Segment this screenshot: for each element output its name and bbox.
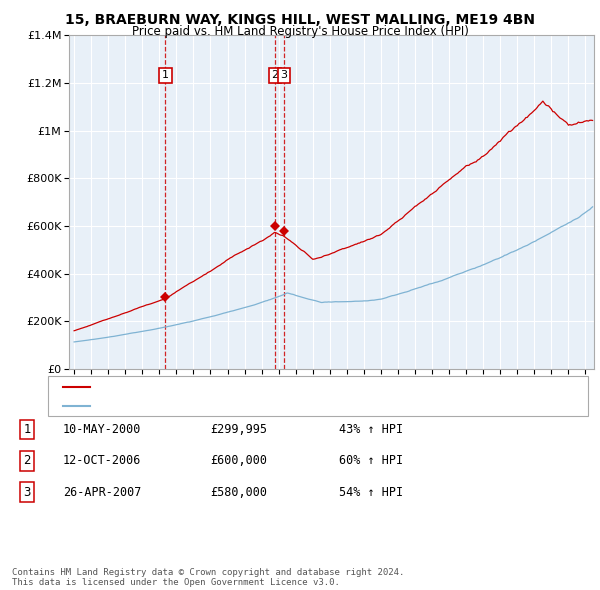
Text: 3: 3 <box>281 70 287 80</box>
Text: HPI: Average price, detached house, Tonbridge and Malling: HPI: Average price, detached house, Tonb… <box>96 401 404 411</box>
Text: 15, BRAEBURN WAY, KINGS HILL, WEST MALLING, ME19 4BN (detached house): 15, BRAEBURN WAY, KINGS HILL, WEST MALLI… <box>96 382 503 392</box>
Text: 26-APR-2007: 26-APR-2007 <box>63 486 142 499</box>
Text: 1: 1 <box>162 70 169 80</box>
Text: 1: 1 <box>23 423 31 436</box>
Text: Contains HM Land Registry data © Crown copyright and database right 2024.
This d: Contains HM Land Registry data © Crown c… <box>12 568 404 587</box>
Text: 2: 2 <box>23 454 31 467</box>
Text: 43% ↑ HPI: 43% ↑ HPI <box>339 423 403 436</box>
Text: 54% ↑ HPI: 54% ↑ HPI <box>339 486 403 499</box>
Text: 10-MAY-2000: 10-MAY-2000 <box>63 423 142 436</box>
Text: £580,000: £580,000 <box>210 486 267 499</box>
Text: 60% ↑ HPI: 60% ↑ HPI <box>339 454 403 467</box>
Text: £299,995: £299,995 <box>210 423 267 436</box>
Text: Price paid vs. HM Land Registry's House Price Index (HPI): Price paid vs. HM Land Registry's House … <box>131 25 469 38</box>
Text: 3: 3 <box>23 486 31 499</box>
Text: 2: 2 <box>271 70 278 80</box>
Text: £600,000: £600,000 <box>210 454 267 467</box>
Text: 15, BRAEBURN WAY, KINGS HILL, WEST MALLING, ME19 4BN: 15, BRAEBURN WAY, KINGS HILL, WEST MALLI… <box>65 13 535 27</box>
Text: 12-OCT-2006: 12-OCT-2006 <box>63 454 142 467</box>
